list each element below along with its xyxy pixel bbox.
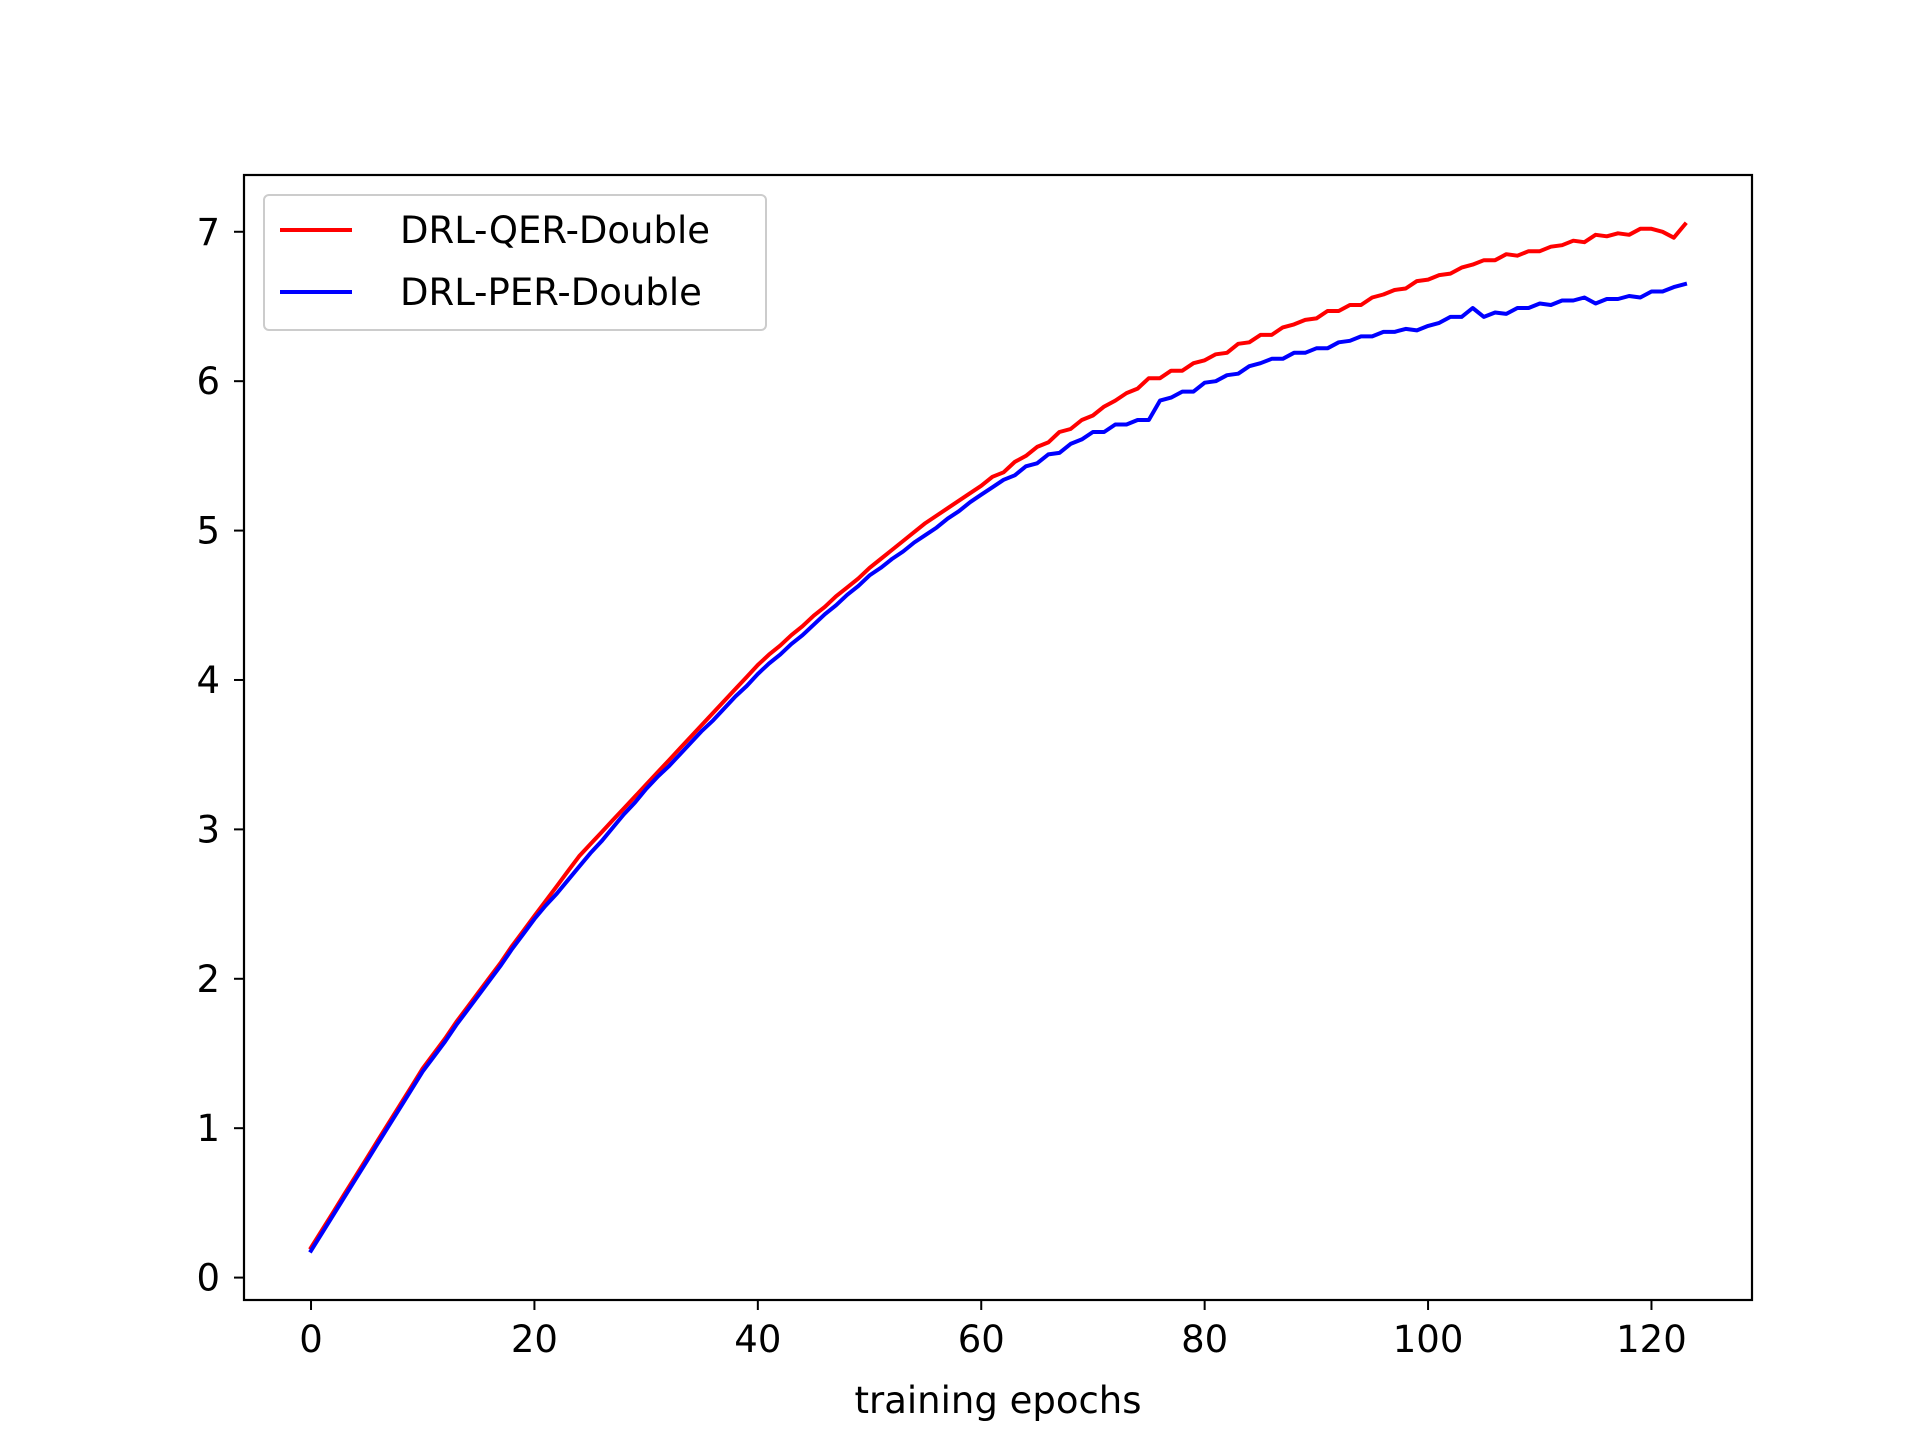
y-tick-label: 6 [196, 360, 220, 403]
x-tick-label: 80 [1181, 1318, 1228, 1361]
y-tick-label: 4 [196, 659, 220, 702]
y-axis: 0 1 2 3 4 5 6 7 [196, 211, 244, 1300]
x-tick-label: 0 [299, 1318, 323, 1361]
x-axis: 0 20 40 60 80 100 120 [299, 1300, 1687, 1361]
y-tick-label: 7 [196, 211, 220, 254]
x-tick-label: 20 [511, 1318, 558, 1361]
y-tick-label: 0 [196, 1257, 220, 1300]
series-layer [308, 221, 1688, 1254]
y-tick-label: 1 [196, 1107, 220, 1150]
x-tick-label: 40 [734, 1318, 781, 1361]
y-tick-label: 2 [196, 958, 220, 1001]
x-tick-label: 60 [958, 1318, 1005, 1361]
y-tick-label: 3 [196, 808, 220, 851]
legend: DRL-QER-Double DRL-PER-Double [263, 194, 767, 331]
plot-frame [242, 173, 1754, 1302]
series-line-drl-per-double [308, 281, 1688, 1254]
legend-label: DRL-PER-Double [400, 271, 702, 314]
x-tick-label: 120 [1616, 1318, 1687, 1361]
x-axis-label: training epochs [854, 1379, 1141, 1422]
series-line-drl-qer-double [308, 221, 1688, 1251]
x-tick-label: 100 [1393, 1318, 1464, 1361]
legend-box [263, 194, 767, 331]
legend-label: DRL-QER-Double [400, 209, 710, 252]
y-tick-label: 5 [196, 510, 220, 553]
